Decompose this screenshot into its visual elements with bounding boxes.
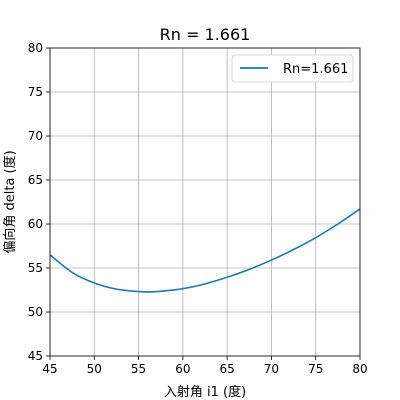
y-tick-label: 50	[28, 305, 43, 319]
y-axis-label: 偏向角 delta (度)	[2, 150, 18, 253]
legend-box	[231, 54, 354, 83]
x-tick-label: 80	[352, 362, 367, 376]
axis-ticks: 45 50 55 60 65 70 75 80 45 50 55 60 65 70 75 80	[28, 41, 368, 376]
y-tick-label: 80	[28, 41, 43, 55]
y-tick-label: 45	[28, 349, 43, 363]
grid	[49, 47, 361, 357]
y-tick-label: 70	[28, 129, 43, 143]
chart-title: Rn = 1.661	[160, 25, 251, 44]
legend-label: Rn=1.661	[283, 62, 348, 77]
x-tick-label: 50	[87, 362, 102, 376]
plot-area	[49, 208, 361, 293]
x-tick-label: 45	[42, 362, 57, 376]
x-tick-label: 75	[308, 362, 323, 376]
legend: Rn=1.661	[231, 54, 354, 83]
x-axis-label: 入射角 i1 (度)	[164, 384, 246, 400]
x-tick-label: 65	[220, 362, 235, 376]
axes-frame	[49, 47, 361, 357]
series-line	[49, 208, 361, 293]
y-tick-label: 65	[28, 173, 43, 187]
y-tick-label: 75	[28, 85, 43, 99]
x-tick-label: 60	[175, 362, 190, 376]
y-tick-label: 60	[28, 217, 43, 231]
y-tick-label: 55	[28, 261, 43, 275]
x-tick-label: 55	[131, 362, 146, 376]
x-tick-label: 70	[264, 362, 279, 376]
